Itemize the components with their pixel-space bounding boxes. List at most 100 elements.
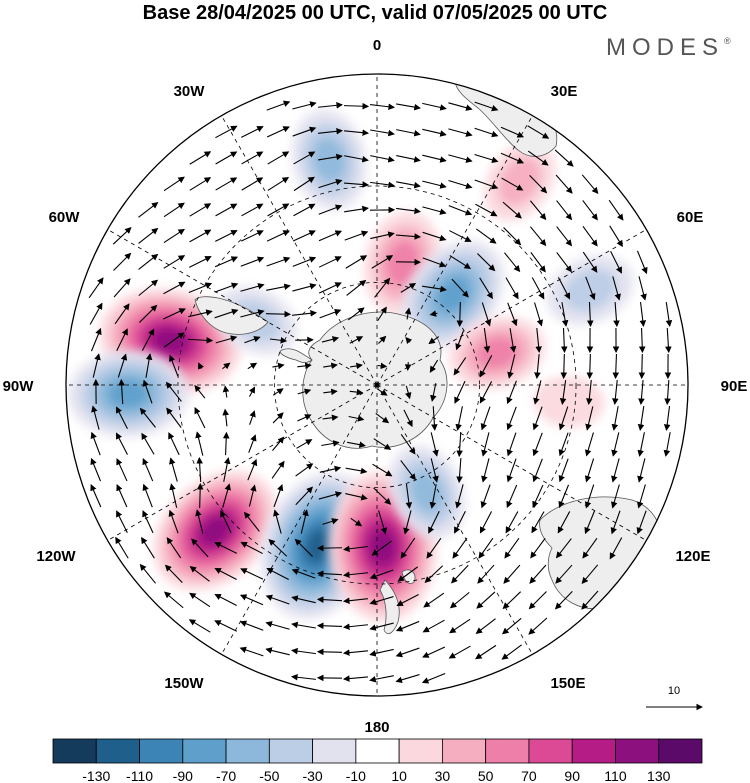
wind-vector [560,353,568,380]
wind-vector [506,484,518,509]
wind-vector [215,203,238,217]
wind-vector [244,336,261,344]
wind-vector [454,380,466,404]
wind-vector [476,228,497,244]
wind-vectors [88,100,673,684]
wind-vector [240,309,265,318]
wind-vector [291,595,316,604]
wind-vector [296,439,313,449]
wind-vector [448,205,473,216]
wind-vector [505,277,519,300]
wind-vector [117,353,128,378]
wind-vector [272,362,285,370]
wind-vector [164,564,183,584]
wind-vector [369,648,394,657]
wind-vector [318,102,344,109]
wind-vector [611,432,620,457]
wind-vector [586,380,593,406]
lon-label-150w: 150W [164,675,204,692]
wind-vector [557,511,571,534]
map-disk [66,74,688,696]
colorbar-segment [182,738,227,764]
colorbar-segment [658,738,703,764]
wind-vector [456,431,463,458]
wind-vector [424,565,444,584]
lon-label-90w: 90W [3,378,35,395]
wind-vector [141,432,155,455]
wind-vector [404,307,412,320]
colorbar-segment [225,738,270,764]
wind-vector [531,277,545,300]
wind-vector [532,484,544,508]
meridian-120 [376,384,647,541]
wind-vector [316,648,343,656]
wind-vector [530,252,546,273]
wind-vector [345,493,368,501]
wind-vector [529,200,547,221]
wind-vector [481,302,492,327]
wind-vector [527,150,549,166]
wind-vector [370,103,396,111]
wind-vector [318,230,343,242]
wind-vector [431,406,438,431]
wind-vector [345,467,368,475]
wind-vector [138,253,159,270]
wind-vector [611,458,620,483]
colorbar-tick-label: 70 [521,768,537,783]
wind-vector [395,647,420,658]
wind-vector [556,226,573,247]
wind-vector [290,673,316,681]
wind-vector [663,406,671,431]
wind-vector [116,432,128,455]
wind-vector [265,621,290,630]
wind-vector [612,380,619,406]
wind-vector [189,566,210,582]
wind-vector [240,230,264,242]
colorbar-segment [268,738,314,764]
wind-vector [348,415,365,422]
lon-label-120e: 120E [675,548,710,565]
wind-vector [396,103,421,111]
wind-vector [316,570,343,577]
wind-vector [609,225,623,248]
wind-vector [189,151,212,165]
wind-vector [504,537,520,559]
wind-vector [88,277,104,299]
wind-vector [267,203,290,217]
wind-vector [369,569,394,580]
colorbar-segment [615,738,660,764]
wind-vector [318,256,342,268]
wind-vector [220,510,232,534]
wind-vector [273,509,282,534]
colorbar-segment [485,738,530,764]
wind-vector [509,328,517,353]
wind-vector [636,510,647,535]
wind-vector [345,255,368,269]
wind-vector [116,510,128,533]
wind-vector [272,412,284,424]
wind-vector [372,463,393,477]
wind-vector [582,537,598,559]
wind-vector [405,336,413,345]
wind-vector [479,381,493,404]
wind-vector [500,126,525,138]
reference-vector: 10 [646,685,704,711]
wind-vector [168,432,180,456]
wind-vector [163,202,185,218]
wind-vector [455,330,464,351]
wind-vector [163,591,184,609]
wind-vector [426,537,442,559]
wind-vector [611,406,619,431]
wind-vector [271,460,285,479]
wind-vector [139,407,156,428]
wind-vector [448,179,473,190]
colorbar-tick-label: -30 [302,768,322,783]
wind-vector [396,129,421,137]
wind-vector [346,279,367,296]
wind-vector [474,153,499,164]
wind-vector [370,231,395,240]
antarctica-landmass [302,311,448,449]
colorbar-tick-label: -70 [216,768,236,783]
colorbar-tick-label: -110 [126,768,153,783]
wind-vector [636,484,646,509]
